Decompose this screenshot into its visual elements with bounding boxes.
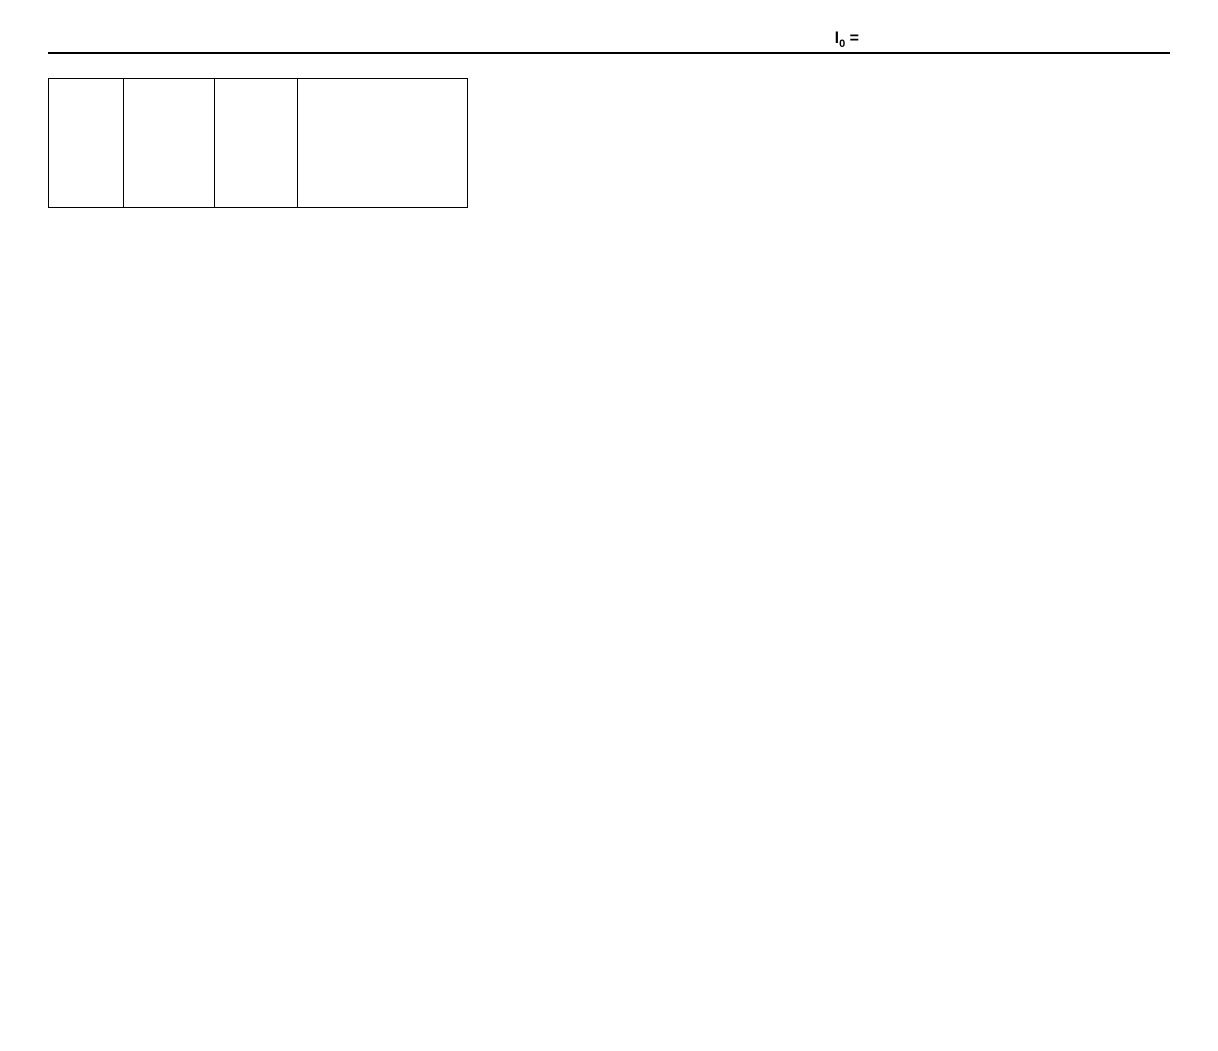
chart-container	[498, 104, 1170, 257]
hdr-lo-lab: l0 =	[719, 30, 859, 50]
blank-row	[49, 78, 468, 207]
right-column	[498, 60, 1170, 257]
force-deflection-chart	[498, 104, 798, 254]
deflection-table	[48, 78, 468, 208]
header-row: l0 =	[48, 30, 1170, 54]
left-column	[48, 60, 468, 257]
